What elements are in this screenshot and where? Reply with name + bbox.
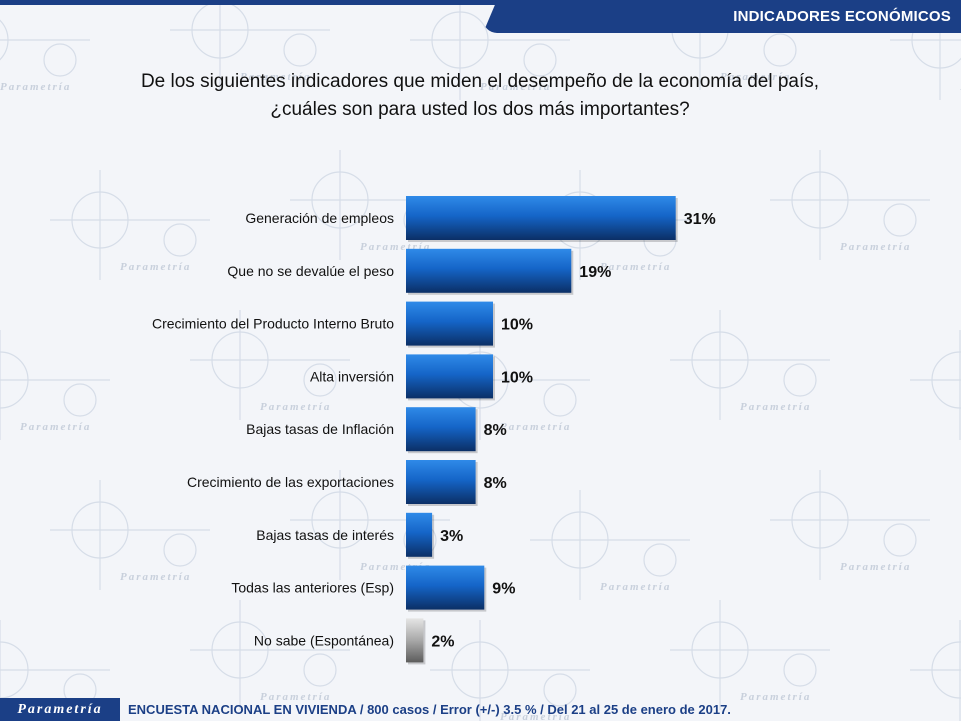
svg-text:Parametría: Parametría [500, 711, 571, 721]
category-label: Alta inversión [310, 368, 394, 384]
survey-note: ENCUESTA NACIONAL EN VIVIENDA / 800 caso… [128, 702, 731, 717]
value-label: 3% [440, 528, 463, 545]
section-title: INDICADORES ECONÓMICOS [733, 8, 951, 25]
watermark-motif: Parametría [670, 310, 830, 420]
value-label: 8% [484, 422, 507, 439]
value-label: 10% [501, 317, 533, 334]
bar [406, 248, 572, 293]
svg-text:Parametría: Parametría [740, 691, 811, 703]
watermark-motif: Parametría [0, 19, 90, 93]
watermark-motif: Parametría [190, 310, 350, 420]
watermark-motif: Parametría [910, 620, 961, 721]
svg-text:Parametría: Parametría [740, 401, 811, 413]
question-text: De los siguientes indicadores que miden … [60, 68, 900, 124]
value-label: 19% [579, 264, 611, 281]
watermark-motif: Parametría [0, 330, 110, 440]
chart-bars: Generación de empleos 31% Que no se devalú… [152, 196, 716, 665]
watermark-motif: Parametría [770, 470, 930, 580]
top-bar [0, 0, 961, 5]
svg-text:Parametría: Parametría [0, 81, 71, 93]
value-label: 10% [501, 369, 533, 386]
svg-text:Parametría: Parametría [500, 421, 571, 433]
svg-text:Parametría: Parametría [120, 571, 191, 583]
bar [406, 354, 493, 399]
value-label: 8% [484, 475, 507, 492]
watermark-motif: Parametría [430, 620, 590, 721]
svg-text:Parametría: Parametría [260, 401, 331, 413]
category-label: Bajas tasas de interés [256, 527, 394, 543]
svg-text:Parametría: Parametría [480, 81, 551, 93]
svg-text:Parametría: Parametría [20, 421, 91, 433]
watermark-motif: Parametría [50, 480, 210, 590]
question-line-2: ¿cuáles son para usted los dos más impor… [270, 99, 690, 120]
category-label: Que no se devalúe el peso [227, 263, 394, 279]
value-label: 31% [684, 211, 716, 228]
category-label: Crecimiento de las exportaciones [187, 474, 394, 490]
category-label: Crecimiento del Producto Interno Bruto [152, 316, 394, 332]
bar [406, 460, 476, 504]
bar [406, 565, 485, 610]
svg-text:Parametría: Parametría [120, 261, 191, 273]
category-label: No sabe (Espontánea) [254, 632, 394, 648]
question-line-1: De los siguientes indicadores que miden … [140, 71, 820, 92]
bar [406, 196, 676, 240]
watermark-motif: Parametría [530, 490, 690, 600]
category-label: Todas las anteriores (Esp) [231, 580, 394, 596]
category-label: Bajas tasas de Inflación [246, 421, 394, 437]
header-banner: INDICADORES ECONÓMICOS [483, 0, 961, 33]
svg-text:Parametría: Parametría [600, 261, 671, 273]
svg-text:Parametría: Parametría [600, 581, 671, 593]
value-label: 9% [492, 581, 515, 598]
watermark-motif: Parametría [410, 0, 570, 100]
svg-text:Parametría: Parametría [840, 561, 911, 573]
watermark-motif: Parametría [670, 600, 830, 710]
bar [406, 618, 424, 663]
watermark-motif: Parametría [770, 150, 930, 260]
category-label: Generación de empleos [245, 210, 394, 226]
watermark-motif: Parametría [170, 0, 330, 90]
svg-text:Parametría: Parametría [260, 691, 331, 703]
svg-text:Parametría: Parametría [720, 71, 791, 83]
bar [406, 301, 493, 346]
svg-text:Parametría: Parametría [840, 241, 911, 253]
value-label: 2% [431, 633, 454, 650]
bar [406, 407, 476, 452]
watermark-motif: Parametría [50, 170, 210, 280]
svg-text:Parametría: Parametría [240, 71, 311, 83]
bar [406, 512, 433, 557]
watermark-motif: Parametría [910, 330, 961, 440]
watermark-motif: Parametría [190, 600, 350, 710]
parametria-logo: Parametría [0, 698, 120, 721]
